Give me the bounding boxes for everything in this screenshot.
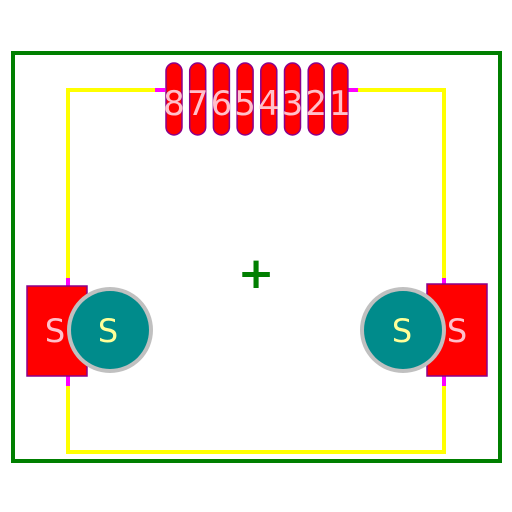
signal-pad-7 (188, 62, 207, 136)
mount-hole-right-label: S (392, 312, 412, 350)
signal-pad-1 (331, 62, 349, 136)
mount-hole-left-label: S (98, 312, 118, 350)
signal-pad-label-8: 8 (163, 84, 185, 124)
signal-pad-label-3: 3 (282, 84, 304, 124)
mount-pad-right-label: S (447, 312, 467, 350)
signal-pad-3 (283, 62, 302, 136)
signal-pad-8 (165, 62, 183, 136)
signal-pad-label-1: 1 (329, 84, 351, 124)
mount-hole-left-core (71, 291, 149, 369)
mount-hole-right: S (360, 287, 446, 373)
signal-pad-label-5: 5 (234, 84, 256, 124)
signal-pad-label-4: 4 (258, 84, 280, 124)
signal-pad-6 (212, 62, 231, 136)
mount-pad-left-label: S (45, 312, 65, 350)
silkscreen-outline (66, 88, 446, 454)
signal-pad-label-2: 2 (305, 84, 327, 124)
signal-pad-label-7: 7 (187, 84, 209, 124)
signal-pad-5 (236, 62, 254, 136)
silkscreen-top-right (354, 88, 446, 282)
origin-crosshair: + (238, 248, 275, 299)
signal-pad-label-6: 6 (211, 84, 233, 124)
signal-pad-2 (307, 62, 325, 136)
mount-hole-right-core (364, 291, 442, 369)
silkscreen-top-left (66, 88, 160, 282)
mount-hole-left: S (67, 287, 153, 373)
courtyard-outline (11, 51, 502, 463)
signal-pad-4 (260, 62, 278, 136)
silkscreen-bottom (66, 380, 446, 454)
silkscreen-gap-markers (66, 88, 446, 386)
